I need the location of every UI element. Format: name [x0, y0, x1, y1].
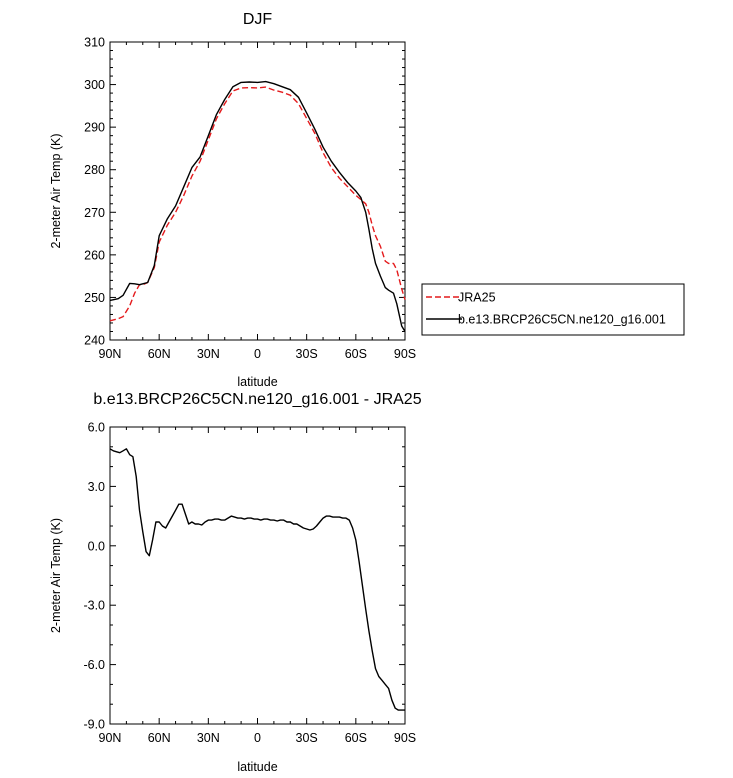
chart-title: b.e13.BRCP26C5CN.ne120_g16.001 - JRA25 — [93, 391, 421, 408]
x-tick-label: 60N — [148, 731, 171, 745]
x-tick-label: 90N — [99, 731, 122, 745]
x-axis-title: latitude — [237, 760, 277, 774]
series-line-jra25 — [109, 86, 406, 322]
x-axis-title: latitude — [237, 375, 277, 389]
y-axis-title: 2-meter Air Temp (K) — [49, 133, 63, 248]
top-chart: DJF 90N 60N 30N 0 30S 60S 90S 240 250 260 270 280 290… — [49, 11, 416, 389]
y-tick-label: 290 — [84, 121, 105, 135]
y-tick-label: 250 — [84, 291, 105, 305]
bottom-chart: b.e13.BRCP26C5CN.ne120_g16.001 - JRA25 90… — [49, 391, 422, 774]
legend: JRA25 b.e13.BRCP26C5CN.ne120_g16.001 — [421, 283, 685, 336]
y-tick-label: -6.0 — [83, 658, 105, 672]
x-tick-label: 0 — [254, 347, 261, 361]
legend-label: JRA25 — [458, 291, 496, 305]
y-tick-label: -3.0 — [83, 599, 105, 613]
y-tick-label: 280 — [84, 163, 105, 177]
series-line-difference — [109, 448, 405, 711]
x-tick-label: 0 — [254, 731, 261, 745]
y-tick-label: 6.0 — [88, 421, 105, 435]
series-line-b-e13-brcp26c5cn-ne120-g16-001 — [109, 80, 406, 332]
x-tick-label: 90N — [99, 347, 122, 361]
y-tick-label: 3.0 — [88, 480, 105, 494]
chart-title: DJF — [243, 11, 273, 28]
y-tick-label: -9.0 — [83, 718, 105, 732]
y-tick-label: 0.0 — [88, 539, 105, 553]
plot-frame — [109, 41, 406, 341]
legend-label: b.e13.BRCP26C5CN.ne120_g16.001 — [458, 313, 666, 327]
y-tick-label: 310 — [84, 36, 105, 50]
x-tick-label: 90S — [394, 347, 416, 361]
x-tick-label: 60N — [148, 347, 171, 361]
x-tick-label: 30S — [296, 731, 318, 745]
x-tick-label: 60S — [345, 347, 367, 361]
y-axis-title: 2-meter Air Temp (K) — [49, 518, 63, 633]
x-tick-label: 90S — [394, 731, 416, 745]
x-tick-label: 60S — [345, 731, 367, 745]
y-tick-label: 260 — [84, 248, 105, 262]
x-tick-label: 30S — [296, 347, 318, 361]
legend-box — [421, 283, 685, 336]
y-tick-label: 240 — [84, 334, 105, 348]
x-tick-label: 30N — [197, 731, 220, 745]
y-tick-label: 270 — [84, 206, 105, 220]
x-tick-label: 30N — [197, 347, 220, 361]
y-tick-label: 300 — [84, 78, 105, 92]
